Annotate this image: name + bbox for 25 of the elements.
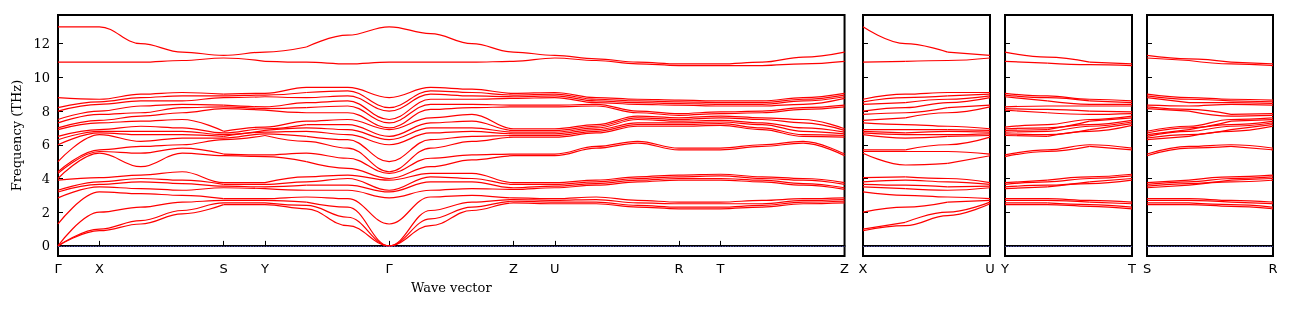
y-tick-label: 8 (41, 103, 50, 119)
y-tick-label: 12 (33, 36, 50, 52)
x-tick-label: X (94, 261, 104, 276)
y-tick-label: 10 (33, 69, 50, 85)
x-tick-label: Z (840, 261, 850, 276)
y-tick-label: 6 (41, 137, 50, 153)
x-tick-label: Z (508, 261, 518, 276)
x-tick-label: T (1127, 261, 1137, 276)
x-tick-label: T (715, 261, 725, 276)
x-tick-label: Y (1000, 261, 1010, 276)
x-tick-label: X (858, 261, 868, 276)
x-tick-label: U (550, 261, 560, 276)
x-tick-label: S (219, 261, 228, 276)
x-tick-label: S (1142, 261, 1152, 276)
x-tick-label: U (985, 261, 995, 276)
y-tick-label: 4 (41, 170, 50, 186)
x-tick-label: Γ (54, 261, 63, 276)
y-tick-label: 2 (41, 204, 50, 220)
x-axis-title: Wave vector (410, 280, 493, 295)
x-tick-label: Γ (385, 261, 394, 276)
x-tick-label: R (674, 261, 684, 276)
x-tick-label: Y (260, 261, 270, 276)
x-tick-label: R (1268, 261, 1278, 276)
y-tick-label: 0 (41, 238, 50, 254)
y-axis-title: Frequency (THz) (8, 79, 24, 192)
